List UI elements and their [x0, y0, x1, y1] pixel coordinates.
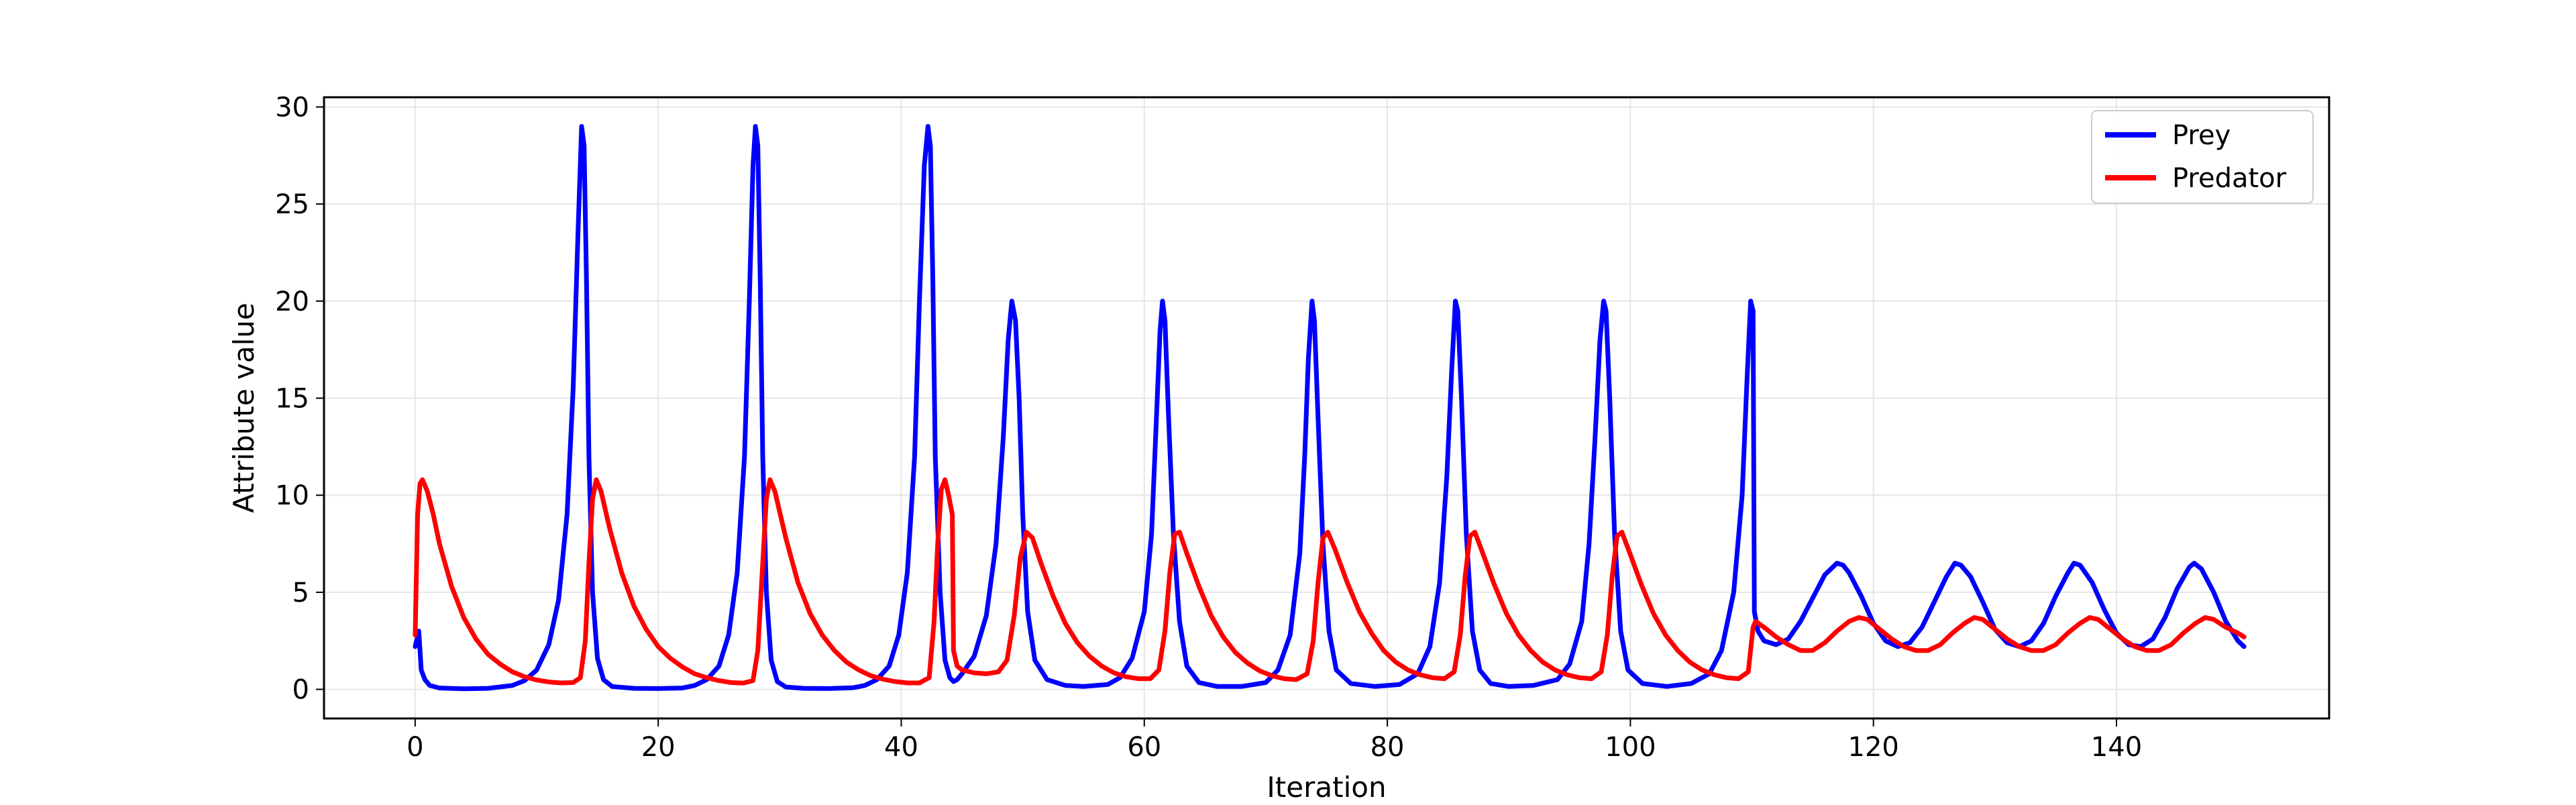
y-tick-label: 25 [275, 189, 309, 220]
legend: Prey Predator [2091, 110, 2314, 204]
y-tick-label: 20 [275, 286, 309, 317]
y-tick-label: 10 [275, 480, 309, 511]
x-tick-label: 40 [884, 732, 918, 763]
y-axis: 0 5 10 15 20 25 30 [275, 92, 324, 706]
series-line-predator [413, 477, 2247, 686]
legend-label-prey: Prey [2172, 120, 2231, 151]
x-tick-label: 140 [2091, 732, 2142, 763]
x-axis: 0 20 40 60 80 100 120 140 [407, 718, 2142, 763]
series-group [413, 123, 2247, 692]
y-tick-label: 30 [275, 92, 309, 123]
x-tick-label: 100 [1605, 732, 1656, 763]
plot-area-frame [323, 96, 2330, 720]
x-tick-label: 20 [641, 732, 676, 763]
x-tick-label: 60 [1127, 732, 1161, 763]
legend-label-predator: Predator [2172, 163, 2287, 194]
y-tick-label: 0 [292, 675, 309, 706]
y-tick-label: 5 [292, 578, 309, 608]
x-tick-label: 120 [1848, 732, 1899, 763]
x-tick-label: 0 [407, 732, 423, 763]
y-tick-label: 15 [275, 384, 309, 415]
x-tick-label: 80 [1371, 732, 1405, 763]
x-axis-label: Iteration [1267, 771, 1386, 804]
y-axis-label: Attribute value [227, 303, 260, 513]
